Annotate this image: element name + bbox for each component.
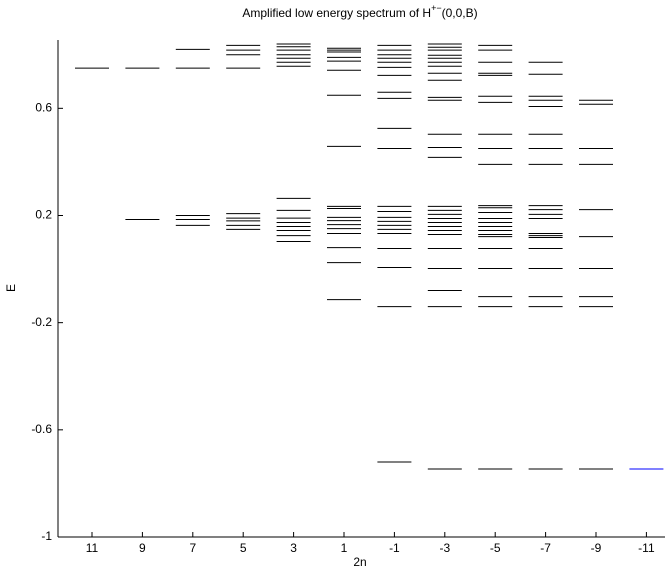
x-tick-label: -7 <box>540 541 551 555</box>
y-tick-label: 0.6 <box>35 100 52 114</box>
x-axis-label: 2n <box>353 555 366 569</box>
y-tick-label: -1 <box>41 529 52 543</box>
y-tick-label: -0.6 <box>31 422 52 436</box>
y-tick-label: -0.2 <box>31 315 52 329</box>
x-tick-label: -1 <box>389 541 400 555</box>
x-tick-label: -9 <box>591 541 602 555</box>
x-tick-label: 1 <box>341 541 348 555</box>
chart-title: Amplified low energy spectrum of H+−(0,0… <box>242 3 477 20</box>
x-tick-label: 5 <box>240 541 247 555</box>
x-tick-label: 3 <box>290 541 297 555</box>
title-suffix: (0,0,B) <box>442 6 478 20</box>
x-tick-label: 9 <box>139 541 146 555</box>
y-axis-label: E <box>4 284 18 292</box>
x-tick-label: -3 <box>439 541 450 555</box>
x-tick-label: 11 <box>86 541 99 555</box>
title-superscript: +− <box>431 3 442 13</box>
title-main: Amplified low energy spectrum of H <box>242 6 431 20</box>
y-tick-label: 0.2 <box>35 208 52 222</box>
x-tick-label: 7 <box>189 541 196 555</box>
x-tick-label: -5 <box>490 541 501 555</box>
x-tick-label: -11 <box>638 541 655 555</box>
